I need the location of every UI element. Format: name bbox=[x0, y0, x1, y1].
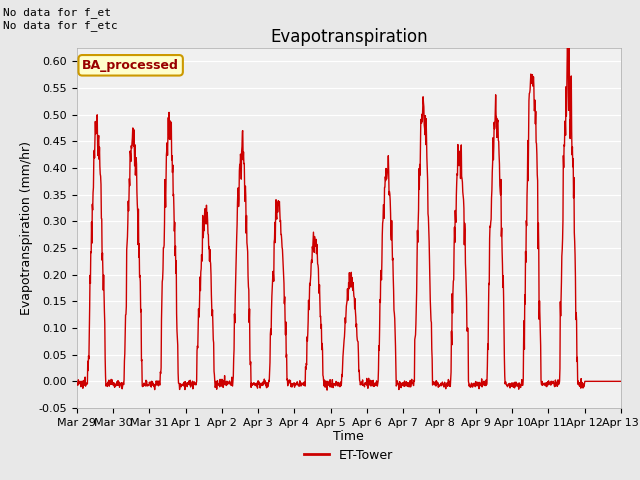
X-axis label: Time: Time bbox=[333, 431, 364, 444]
Legend: ET-Tower: ET-Tower bbox=[299, 444, 399, 467]
Y-axis label: Evapotranspiration (mm/hr): Evapotranspiration (mm/hr) bbox=[20, 141, 33, 315]
Text: BA_processed: BA_processed bbox=[82, 59, 179, 72]
Title: Evapotranspiration: Evapotranspiration bbox=[270, 28, 428, 47]
Text: No data for f_et
No data for f_etc: No data for f_et No data for f_etc bbox=[3, 7, 118, 31]
